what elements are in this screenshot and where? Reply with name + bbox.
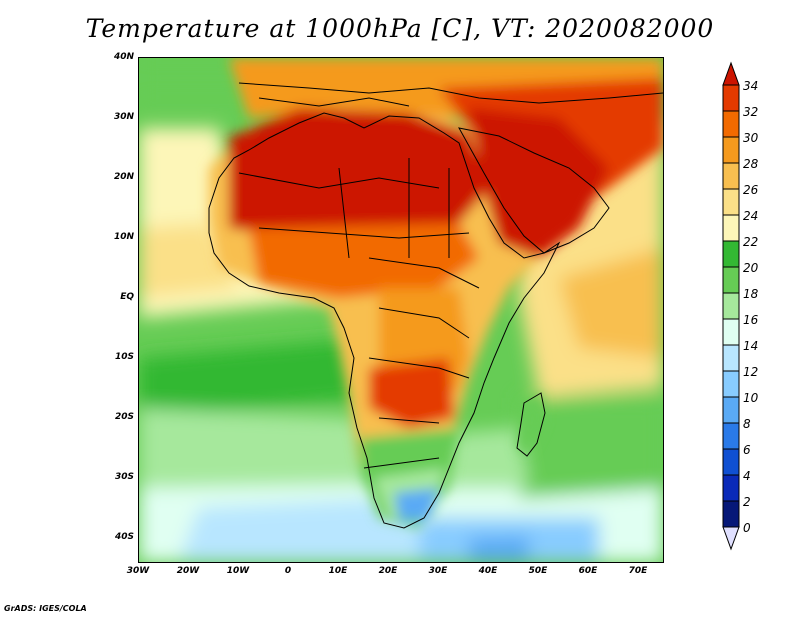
cb-label-6: 6 xyxy=(743,443,751,457)
y-tick-eq: EQ xyxy=(120,292,134,302)
colorbar-segment xyxy=(722,474,740,502)
cb-label-0: 0 xyxy=(743,521,751,535)
colorbar-segment xyxy=(722,214,740,242)
cb-label-16: 16 xyxy=(743,313,759,327)
map-svg xyxy=(139,58,663,562)
y-tick-10s: 10S xyxy=(114,352,134,362)
cb-label-30: 30 xyxy=(743,131,759,145)
colorbar-segment xyxy=(722,188,740,216)
x-tick-20w: 20W xyxy=(176,566,200,576)
cb-label-10: 10 xyxy=(743,391,759,405)
colorbar-segment xyxy=(722,318,740,346)
cb-label-20: 20 xyxy=(743,261,759,275)
colorbar-segment xyxy=(722,448,740,476)
cb-label-24: 24 xyxy=(743,209,759,223)
y-tick-30s: 30S xyxy=(114,472,134,482)
x-tick-30w: 30W xyxy=(126,566,150,576)
cb-label-4: 4 xyxy=(743,469,751,483)
temperature-map xyxy=(138,57,664,563)
colorbar-segment xyxy=(722,422,740,450)
x-tick-50e: 50E xyxy=(528,566,548,576)
colorbar-segment xyxy=(722,344,740,372)
colorbar-top-arrow xyxy=(722,61,740,86)
colorbar-segment xyxy=(722,500,740,528)
cb-label-2: 2 xyxy=(743,495,751,509)
cb-label-18: 18 xyxy=(743,287,759,301)
colorbar-segment xyxy=(722,266,740,294)
colorbar-segment xyxy=(722,370,740,398)
y-tick-40s: 40S xyxy=(114,532,134,542)
y-tick-40n: 40N xyxy=(113,52,134,62)
x-tick-30e: 30E xyxy=(428,566,448,576)
colorbar-segment xyxy=(722,162,740,190)
colorbar-segment xyxy=(722,110,740,138)
cb-label-32: 32 xyxy=(743,105,759,119)
x-tick-60e: 60E xyxy=(578,566,598,576)
x-tick-40e: 40E xyxy=(478,566,498,576)
chart-title: Temperature at 1000hPa [C], VT: 20200820… xyxy=(85,14,715,43)
y-tick-20n: 20N xyxy=(113,172,134,182)
x-tick-0: 0 xyxy=(284,566,292,576)
x-tick-70e: 70E xyxy=(628,566,648,576)
colorbar-bottom-arrow xyxy=(722,526,740,551)
cb-label-14: 14 xyxy=(743,339,759,353)
cb-label-26: 26 xyxy=(743,183,759,197)
colorbar-segments xyxy=(722,61,740,551)
cb-label-28: 28 xyxy=(743,157,759,171)
x-tick-10e: 10E xyxy=(328,566,348,576)
y-tick-10n: 10N xyxy=(113,232,134,242)
land-field xyxy=(209,58,663,528)
cb-label-22: 22 xyxy=(743,235,759,249)
cb-label-12: 12 xyxy=(743,365,759,379)
colorbar-segment xyxy=(722,396,740,424)
colorbar-segment xyxy=(722,84,740,112)
cb-label-8: 8 xyxy=(743,417,751,431)
colorbar-segment xyxy=(722,136,740,164)
y-tick-20s: 20S xyxy=(114,412,134,422)
credit-text: GrADS: IGES/COLA xyxy=(4,604,87,613)
y-tick-30n: 30N xyxy=(113,112,134,122)
colorbar-segment xyxy=(722,292,740,320)
cb-label-34: 34 xyxy=(743,79,759,93)
x-tick-10w: 10W xyxy=(226,566,250,576)
colorbar-segment xyxy=(722,240,740,268)
x-tick-20e: 20E xyxy=(378,566,398,576)
coastlines xyxy=(208,82,663,529)
